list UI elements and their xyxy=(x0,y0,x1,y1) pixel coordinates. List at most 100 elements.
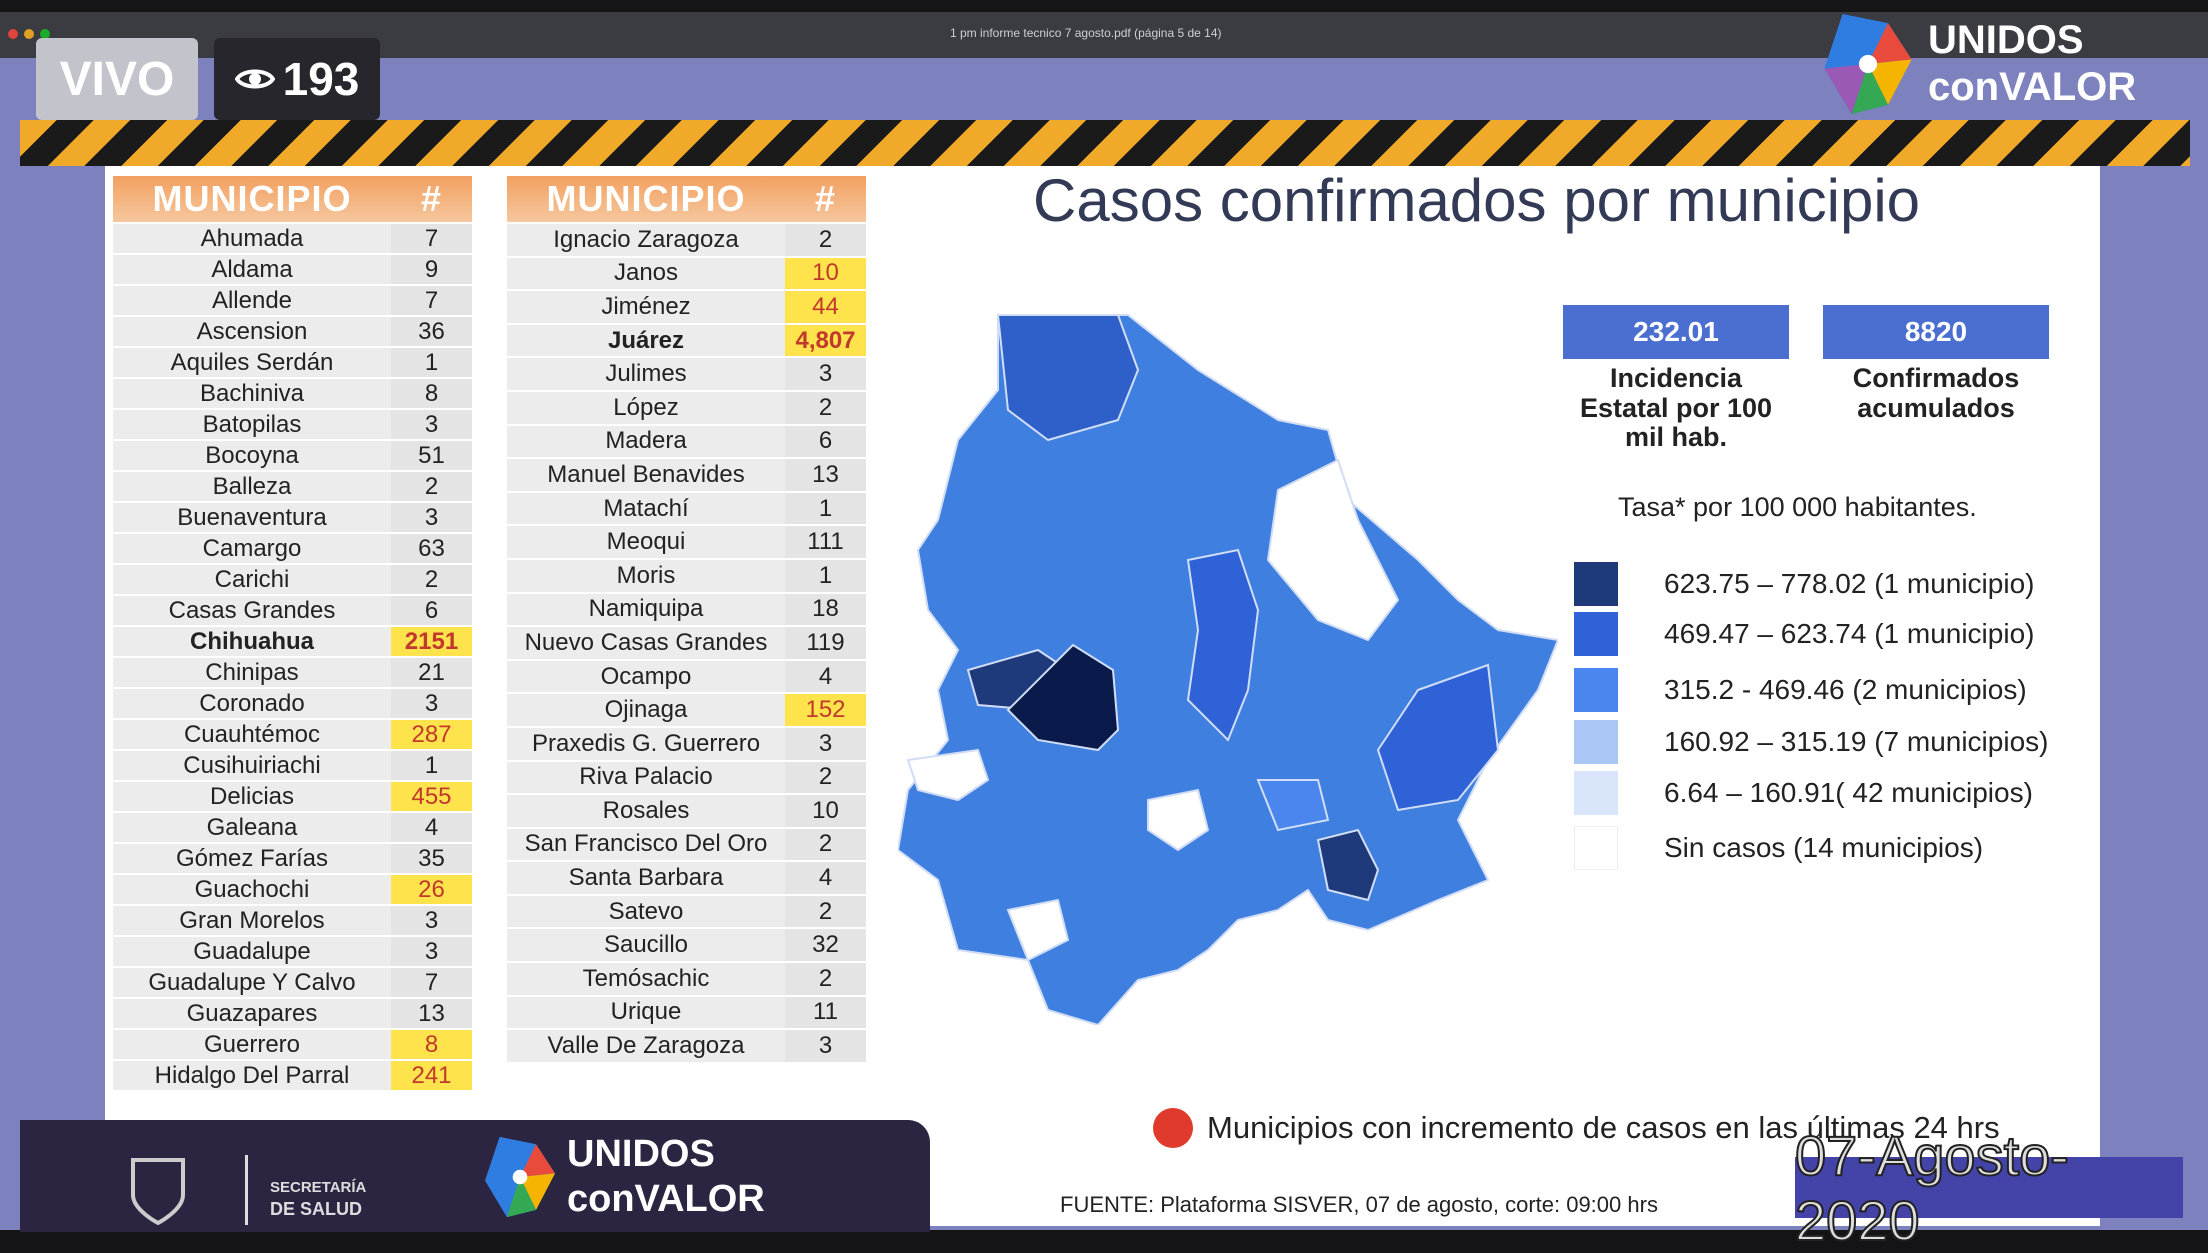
municipio-name: Matachí xyxy=(507,492,785,525)
municipio-name: Satevo xyxy=(507,895,785,928)
table-row: Juárez 4,807 xyxy=(507,324,866,357)
municipio-name: Saucillo xyxy=(507,929,785,962)
table-row: Valle De Zaragoza 3 xyxy=(507,1030,866,1062)
municipio-name: Bocoyna xyxy=(113,441,391,470)
footer-brand: UNIDOS conVALOR xyxy=(485,1132,765,1222)
close-window-button[interactable] xyxy=(8,29,18,39)
increment-legend: Municipios con incremento de casos en la… xyxy=(1153,1108,2000,1148)
map-region-darkest xyxy=(1006,643,1120,752)
municipio-name: Jiménez xyxy=(507,291,785,323)
municipio-name: Bachiniva xyxy=(113,379,391,408)
municipio-name: Gómez Farías xyxy=(113,844,391,873)
brand-line2: conVALOR xyxy=(1928,65,2137,109)
state-shield-icon xyxy=(131,1158,185,1225)
municipio-name: Cuauhtémoc xyxy=(113,720,391,749)
municipio-name: Riva Palacio xyxy=(507,761,785,794)
case-count: 7 xyxy=(391,224,472,253)
case-count: 21 xyxy=(391,658,472,687)
table-row: Hidalgo Del Parral 241 xyxy=(113,1061,472,1090)
municipio-name: Casas Grandes xyxy=(113,596,391,625)
legend-item: 315.2 - 469.46 (2 municipios) xyxy=(1574,668,2027,712)
date-overlay: 07-Agosto-2020 xyxy=(1794,1123,2183,1253)
case-count: 4 xyxy=(785,660,866,693)
legend-label: 160.92 – 315.19 (7 municipios) xyxy=(1664,726,2049,757)
municipio-name: Manuel Benavides xyxy=(507,459,785,491)
case-count: 2 xyxy=(785,761,866,794)
municipio-name: Coronado xyxy=(113,689,391,718)
table-row: Galeana 4 xyxy=(113,813,472,842)
municipio-name: Aldama xyxy=(113,255,391,284)
table-row: Namiquipa 18 xyxy=(507,593,866,626)
secretaria-line1: SECRETARÍA xyxy=(270,1179,367,1196)
case-count: 287 xyxy=(391,720,472,749)
case-count: 13 xyxy=(785,459,866,491)
map-region-mid xyxy=(1186,548,1260,742)
screen-top-bar xyxy=(0,0,2208,12)
eye-icon xyxy=(234,69,275,89)
case-count: 2 xyxy=(785,895,866,928)
table-row: Temósachic 2 xyxy=(507,963,866,995)
case-count: 51 xyxy=(391,441,472,470)
map-region-empty xyxy=(1266,458,1400,642)
minimize-window-button[interactable] xyxy=(24,29,34,39)
map-region-light xyxy=(1256,779,1330,832)
case-count: 241 xyxy=(391,1061,472,1090)
maximize-window-button[interactable] xyxy=(40,29,50,39)
brand-logo: UNIDOS conVALOR xyxy=(1820,14,2136,114)
municipio-name: Galeana xyxy=(113,813,391,842)
municipio-name: Moris xyxy=(507,559,785,592)
case-count: 3 xyxy=(785,1030,866,1062)
case-count: 4 xyxy=(785,862,866,894)
case-count: 26 xyxy=(391,875,472,904)
col-municipio: MUNICIPIO xyxy=(113,176,391,222)
case-count: 1 xyxy=(391,751,472,780)
case-count: 4 xyxy=(391,813,472,842)
municipio-name: Julimes xyxy=(507,358,785,390)
table-row: Guadalupe 3 xyxy=(113,937,472,966)
table-row: López 2 xyxy=(507,391,866,424)
brand-line1: UNIDOS xyxy=(1928,17,2084,62)
municipio-name: Chinipas xyxy=(113,658,391,687)
confirmed-label: Confirmados acumulados xyxy=(1852,363,2020,423)
case-count: 455 xyxy=(391,782,472,811)
table-row: Moris 1 xyxy=(507,559,866,592)
case-count: 111 xyxy=(785,526,866,558)
municipio-table-left: MUNICIPIO # Ahumada 7 Aldama 9 Allende 7 Ascens… xyxy=(113,174,472,1092)
case-count: 32 xyxy=(785,929,866,962)
table-row: Rosales 10 xyxy=(507,795,866,827)
legend-label: 469.47 – 623.74 (1 municipio) xyxy=(1664,618,2035,649)
table-row: Camargo 63 xyxy=(113,534,472,563)
footer-brand1: UNIDOS xyxy=(567,1133,715,1175)
municipio-name: Guachochi xyxy=(113,875,391,904)
municipio-name: Cusihuiriachi xyxy=(113,751,391,780)
municipio-name: Madera xyxy=(507,425,785,458)
municipio-name: Aquiles Serdán xyxy=(113,348,391,377)
municipio-name: Janos xyxy=(507,257,785,290)
case-count: 2151 xyxy=(391,627,472,656)
municipio-name: Camargo xyxy=(113,534,391,563)
municipio-name: Rosales xyxy=(507,795,785,827)
legend-item: 6.64 – 160.91( 42 municipios) xyxy=(1574,771,2033,815)
table-row: Praxedis G. Guerrero 3 xyxy=(507,727,866,760)
case-count: 35 xyxy=(391,844,472,873)
table-row: Santa Barbara 4 xyxy=(507,862,866,894)
municipio-name: Ahumada xyxy=(113,224,391,253)
table-row: Chinipas 21 xyxy=(113,658,472,687)
case-count: 4,807 xyxy=(785,324,866,357)
table-row: Guazapares 13 xyxy=(113,999,472,1028)
page-title: Casos confirmados por municipio xyxy=(1033,167,1921,234)
case-count: 63 xyxy=(391,534,472,563)
municipio-name: Nuevo Casas Grandes xyxy=(507,627,785,659)
table-row: Guachochi 26 xyxy=(113,875,472,904)
case-count: 8 xyxy=(391,379,472,408)
increment-note: Municipios con incremento de casos en la… xyxy=(1207,1110,2000,1145)
col-municipio: MUNICIPIO xyxy=(507,176,785,222)
legend-label: 6.64 – 160.91( 42 municipios) xyxy=(1664,777,2033,808)
municipio-name: Valle De Zaragoza xyxy=(507,1030,785,1062)
table-row: Nuevo Casas Grandes 119 xyxy=(507,627,866,659)
case-count: 3 xyxy=(391,906,472,935)
legend-swatch xyxy=(1574,771,1618,815)
municipio-name: Urique xyxy=(507,996,785,1029)
map-region-parral xyxy=(1316,828,1380,902)
municipio-name: Praxedis G. Guerrero xyxy=(507,727,785,760)
